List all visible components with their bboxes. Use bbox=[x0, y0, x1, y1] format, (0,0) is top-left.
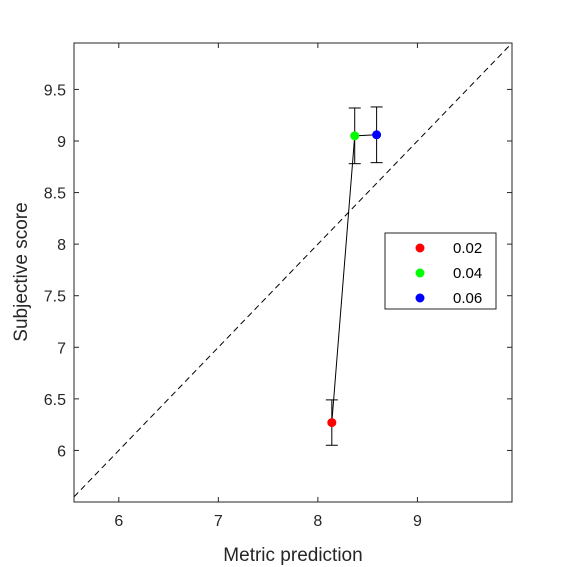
y-tick-label-0: 6 bbox=[57, 443, 66, 460]
y-tick-label-3: 7.5 bbox=[44, 289, 66, 306]
y-tick-label-1: 6.5 bbox=[44, 392, 66, 409]
y-tick-label-6: 9 bbox=[57, 134, 66, 151]
legend-label-1: 0.04 bbox=[453, 265, 482, 282]
legend-label-0: 0.02 bbox=[453, 240, 482, 257]
y-tick-label-7: 9.5 bbox=[44, 82, 66, 99]
legend: 0.02 0.04 0.06 bbox=[384, 232, 497, 310]
plot-area bbox=[73, 42, 513, 498]
data-point-0 bbox=[327, 418, 337, 428]
x-tick-label-2: 8 bbox=[313, 513, 322, 530]
legend-marker-2 bbox=[415, 293, 425, 303]
y-tick-label-4: 8 bbox=[57, 237, 66, 254]
legend-label-2: 0.06 bbox=[453, 290, 482, 307]
x-tick-label-0: 6 bbox=[114, 513, 123, 530]
data-point-2 bbox=[372, 130, 382, 140]
y-tick-label-2: 7 bbox=[57, 340, 66, 357]
y-tick-label-5: 8.5 bbox=[44, 186, 66, 203]
x-tick-label-3: 9 bbox=[413, 513, 422, 530]
identity-line bbox=[73, 42, 513, 498]
legend-box bbox=[384, 232, 497, 310]
data-point-1 bbox=[350, 131, 360, 141]
x-axis-label: Metric prediction bbox=[223, 545, 362, 566]
legend-marker-1 bbox=[415, 268, 425, 278]
x-tick-label-1: 7 bbox=[214, 513, 223, 530]
y-axis-label: Subjective score bbox=[11, 202, 32, 341]
axis-ticks: 6 7 8 9 6 6.5 7 7.5 8 8.5 9 9.5 bbox=[44, 43, 512, 530]
legend-marker-0 bbox=[415, 243, 425, 253]
plot-frame bbox=[73, 42, 513, 503]
